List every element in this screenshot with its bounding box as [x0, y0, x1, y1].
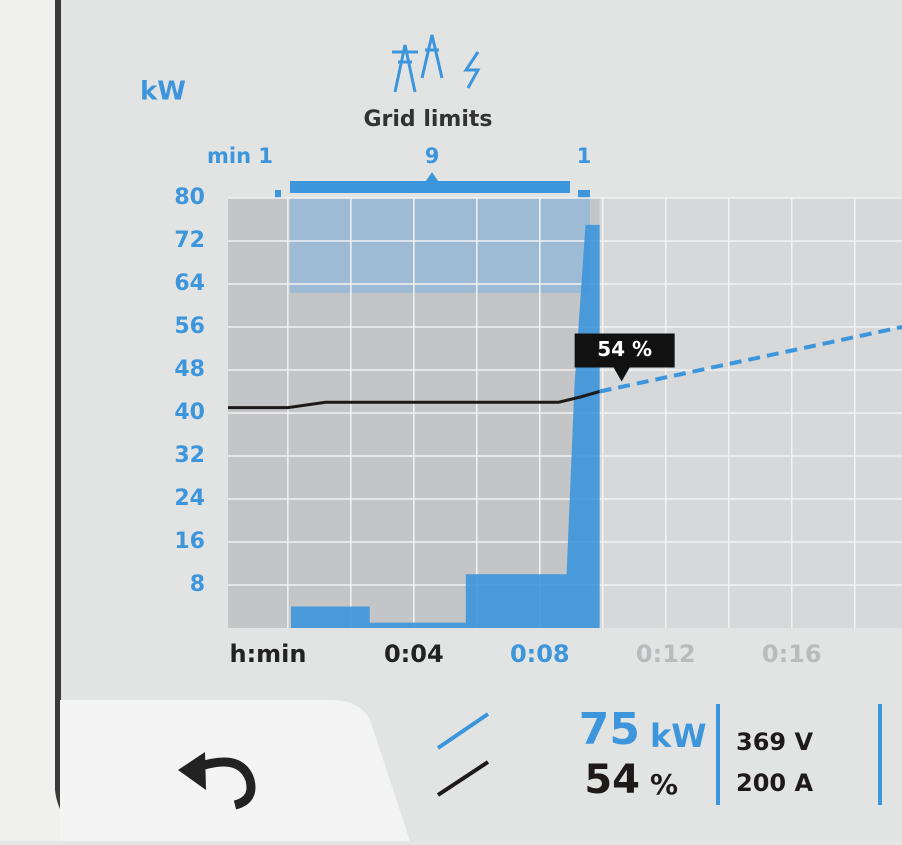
- limit-label: 9: [425, 144, 440, 168]
- x-axis-label: h:min: [229, 640, 306, 668]
- y-tick-label: 72: [174, 228, 205, 253]
- limit-label: min 1: [207, 144, 273, 168]
- soc-value: 54: [584, 757, 640, 803]
- current: 200 A: [736, 769, 813, 797]
- x-tick-label: 0:04: [384, 640, 444, 668]
- y-tick-label: 40: [174, 400, 205, 425]
- page: kW Grid limits min 1 9 1 8 16 24 32 40 48 56 64…: [0, 0, 902, 845]
- x-tick-label: 0:12: [636, 640, 696, 668]
- limit-label: 1: [577, 144, 592, 168]
- y-tick-label: 24: [174, 486, 205, 511]
- voltage: 369 V: [736, 728, 813, 756]
- plot: 8 16 24 32 40 48 56 64 72 80 0:04 0:08 0:12 0:16 h:min…: [174, 185, 902, 668]
- soc-unit: %: [650, 768, 678, 801]
- power-value: 75: [579, 704, 640, 755]
- y-tick-label: 32: [174, 443, 205, 468]
- unit-label: kW: [140, 77, 186, 107]
- y-tick-label: 80: [174, 185, 205, 210]
- y-tick-label: 48: [174, 357, 205, 382]
- y-tick-label: 64: [174, 271, 205, 296]
- y-tick-label: 8: [190, 572, 205, 597]
- limit-band: [290, 198, 590, 293]
- x-tick-label: 0:16: [762, 640, 822, 668]
- y-tick-label: 16: [174, 529, 205, 554]
- grid-limits-title: Grid limits: [363, 107, 492, 132]
- power-unit: kW: [650, 717, 707, 755]
- y-tick-label: 56: [174, 314, 205, 339]
- x-tick-label: 0:08: [510, 640, 570, 668]
- screen: kW Grid limits min 1 9 1 8 16 24 32 40 48 56 64…: [0, 0, 902, 841]
- callout-label: 54 %: [597, 337, 652, 361]
